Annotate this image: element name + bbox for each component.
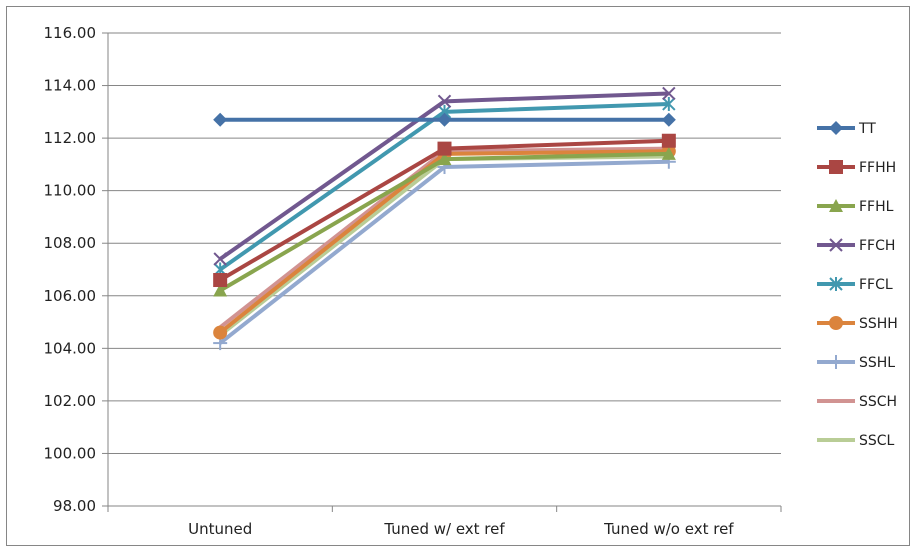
legend-label: FFHH xyxy=(859,160,896,176)
legend-item-ffch: FFCH xyxy=(817,238,895,254)
legend-item-tt: TT xyxy=(817,121,876,137)
y-tick-label: 116.00 xyxy=(44,24,97,42)
y-tick-label: 112.00 xyxy=(44,129,97,147)
series-ffhh xyxy=(213,133,676,288)
legend-label: SSCL xyxy=(859,433,895,449)
data-point xyxy=(829,277,843,291)
data-point xyxy=(213,252,227,266)
legend-label: SSHL xyxy=(859,355,895,371)
axes: 98.00 100.00 102.00 104.00 106.00 108.00 110.0… xyxy=(44,24,782,538)
x-tick-label: Untuned xyxy=(188,520,252,538)
legend-item-sscl: SSCL xyxy=(817,433,895,449)
data-point xyxy=(437,112,452,127)
series-ffch xyxy=(213,86,676,266)
legend-label: FFCL xyxy=(859,277,893,293)
data-point xyxy=(437,94,452,109)
y-tick-label: 98.00 xyxy=(53,497,96,515)
data-point xyxy=(661,146,676,160)
data-point xyxy=(213,273,228,288)
y-tick-label: 108.00 xyxy=(44,234,97,252)
data-point xyxy=(213,325,228,340)
series-sshl xyxy=(213,154,676,351)
series-lines xyxy=(213,86,676,351)
legend-item-ffcl: FFCL xyxy=(817,277,893,293)
legend-label: TT xyxy=(858,121,876,137)
legend: TT FFHH FFHL FFCH FFCL SSHH SSHL SSCH SSCL xyxy=(817,121,898,449)
legend-item-ffhh: FFHH xyxy=(817,160,896,176)
data-point xyxy=(829,238,843,252)
series-line xyxy=(218,154,669,337)
legend-label: FFCH xyxy=(859,238,895,254)
y-tick-label: 102.00 xyxy=(44,392,97,410)
y-tick-label: 114.00 xyxy=(44,77,97,95)
series-sscl xyxy=(218,154,669,337)
series-line xyxy=(218,146,669,329)
data-point xyxy=(213,112,228,127)
data-point xyxy=(662,86,676,101)
data-point xyxy=(662,96,676,111)
legend-item-ffhl: FFHL xyxy=(817,199,894,215)
series-tt xyxy=(213,112,676,127)
line-chart: 98.00 100.00 102.00 104.00 106.00 108.00 110.0… xyxy=(44,24,898,538)
legend-item-ssch: SSCH xyxy=(817,394,897,410)
y-tick-label: 106.00 xyxy=(44,287,97,305)
y-tick-label: 104.00 xyxy=(44,339,97,357)
y-tick-label: 110.00 xyxy=(44,182,97,200)
legend-item-sshl: SSHL xyxy=(817,355,895,371)
data-point xyxy=(437,141,452,156)
data-point xyxy=(829,316,843,330)
gridlines xyxy=(108,32,781,454)
x-tick-label: Tuned w/ ext ref xyxy=(383,520,505,538)
data-point xyxy=(661,112,676,127)
chart-frame: 98.00 100.00 102.00 104.00 106.00 108.00 110.0… xyxy=(6,6,910,546)
data-point xyxy=(661,133,676,148)
series-ssch xyxy=(218,146,669,329)
legend-item-sshh: SSHH xyxy=(817,316,898,332)
data-point xyxy=(213,283,228,297)
y-tick-label: 100.00 xyxy=(44,444,97,462)
legend-label: SSCH xyxy=(859,394,897,410)
data-point xyxy=(437,152,452,166)
data-point xyxy=(829,121,843,135)
legend-label: FFHL xyxy=(859,199,894,215)
x-tick-label: Tuned w/o ext ref xyxy=(603,520,734,538)
legend-label: SSHH xyxy=(859,316,898,332)
data-point xyxy=(829,199,843,212)
data-point xyxy=(829,160,843,174)
series-ffhl xyxy=(213,146,676,297)
series-line xyxy=(219,101,669,272)
data-point xyxy=(829,355,843,369)
